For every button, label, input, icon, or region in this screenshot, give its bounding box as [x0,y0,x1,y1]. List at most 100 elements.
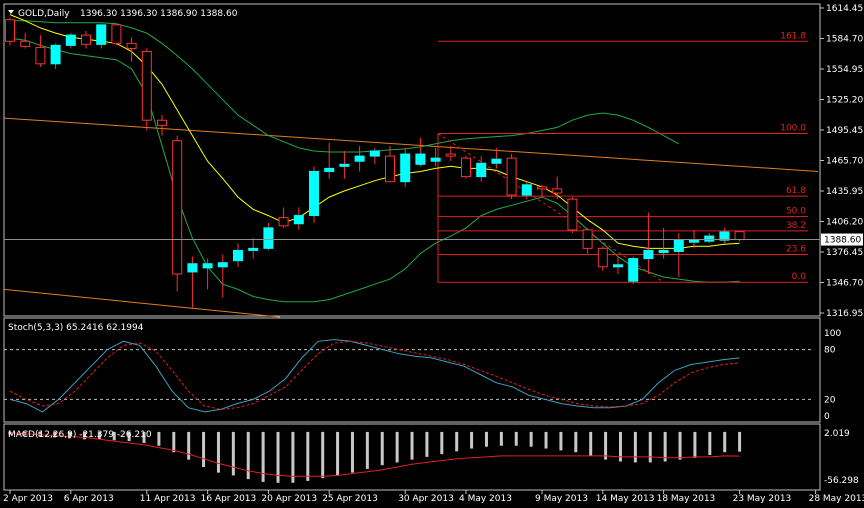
candle-body [643,249,654,260]
price-tick-label: 1554.95 [826,65,863,75]
macd-histogram-bar [574,431,578,453]
candle-body [689,239,699,243]
symbol-dropdown-icon[interactable] [8,10,14,14]
macd-histogram-bar [589,431,593,456]
macd-histogram-bar [708,431,712,456]
macd-histogram-bar [231,431,235,476]
macd-histogram-bar [112,431,116,441]
macd-histogram-bar [68,431,72,439]
candle-body [309,170,319,217]
macd-histogram-bar [559,431,563,451]
candle-body [673,239,684,252]
price-tick-label: 1614.45 [826,4,863,14]
candle-body [597,247,608,268]
macd-histogram-bar [544,431,548,449]
price-axis: 1614.45 1584.70 1554.95 1525.20 1495.45 1465.… [4,4,863,319]
macd-histogram-bar [514,431,518,446]
current-price-label: 1388.60 [824,236,861,246]
candle-body [5,19,15,42]
macd-tick-label: -56.298 [824,476,859,486]
macd-histogram-bar [693,431,697,458]
candle-body [202,263,213,269]
stoch-tick-label: 20 [824,395,836,405]
macd-histogram-bar [470,431,474,449]
macd-histogram-bar [127,431,131,442]
candle-body [339,163,350,167]
macd-histogram-bar [336,431,340,476]
macd-label: MACD(12,26,9) -21.379 -26.210 [8,430,152,440]
stoch-label: Stoch(5,3,3) 65.2416 62.1994 [8,323,144,333]
macd-histogram-bar [276,431,280,483]
macd-histogram-bar [97,431,101,440]
macd-indicator: 2.019 -56.298 [8,429,859,486]
macd-histogram-bar [172,431,176,453]
candle-body [628,258,639,282]
candle-body [613,264,623,268]
macd-histogram-bar [142,431,146,443]
time-axis: 2 Apr 2013 6 Apr 2013 11 Apr 2013 16 Apr 20… [3,490,864,504]
candle-body [141,51,152,121]
candle-body [248,247,259,251]
time-tick-label: 11 Apr 2013 [140,494,196,504]
candle-body [354,155,365,162]
candle-body [400,153,411,183]
time-tick-label: 30 Apr 2013 [398,494,454,504]
macd-histogram-bar [633,431,637,463]
macd-histogram-bar [321,431,325,479]
time-tick-label: 25 Apr 2013 [322,494,378,504]
stochastic-oscillator: 100 80 20 0 [4,329,841,422]
macd-histogram-bar [350,431,354,473]
candle-body [430,157,441,162]
candlestick-series [5,17,745,308]
macd-histogram-bar [380,431,384,466]
macd-histogram-bar [648,431,652,463]
fibo-level-label: 38.2 [786,221,806,231]
price-tick-label: 1376.45 [826,248,863,258]
candle-body [491,158,502,164]
candle-body [658,249,669,253]
macd-histogram-bar [291,431,295,483]
fibonacci-retracement: 161.8 100.0 61.8 50.0 38.2 23.6 0.0 [437,31,808,283]
candle-body [324,167,335,172]
fibo-level-label: 100.0 [780,124,806,134]
macd-histogram-bar [678,431,682,460]
candle-body [369,150,380,157]
macd-panel-frame [3,423,821,491]
candle-body [567,198,578,231]
macd-histogram-bar [187,431,191,460]
time-tick-label: 28 May 2013 [809,494,864,504]
candle-body [385,155,395,183]
macd-histogram-bar [157,431,161,446]
candle-body [157,119,167,126]
candle-body [415,153,426,165]
candle-body [111,24,122,44]
macd-histogram-bar [425,431,429,457]
candle-body [20,40,31,47]
time-tick-label: 20 Apr 2013 [261,494,317,504]
ohlc-readout: 1396.30 1396.30 1386.90 1388.60 [80,9,238,19]
chart-title: GOLD,Daily [18,9,70,19]
price-tick-label: 1435.95 [826,187,863,197]
candle-body [50,44,61,65]
time-tick-label: 16 Apr 2013 [201,494,257,504]
current-price-tag [821,233,863,246]
macd-histogram-bar [306,431,310,481]
stoch-tick-label: 100 [824,329,841,339]
stoch-tick-label: 0 [824,412,830,422]
price-tick-label: 1465.70 [826,157,863,167]
macd-histogram-bar [246,431,250,480]
fibo-level-label: 23.6 [786,245,806,255]
candle-body [506,157,517,196]
macd-histogram-bar [410,431,414,460]
candle-body [263,227,274,249]
macd-histogram-bar [455,431,459,452]
macd-histogram-bar [738,431,742,452]
candle-body [537,186,547,190]
candle-body [65,34,76,46]
candle-body [704,235,715,242]
candle-body [126,42,137,49]
macd-histogram-bar [723,431,727,453]
stoch-panel-frame [3,317,821,423]
macd-histogram-bar [440,431,444,455]
price-tick-label: 1346.70 [826,279,863,289]
